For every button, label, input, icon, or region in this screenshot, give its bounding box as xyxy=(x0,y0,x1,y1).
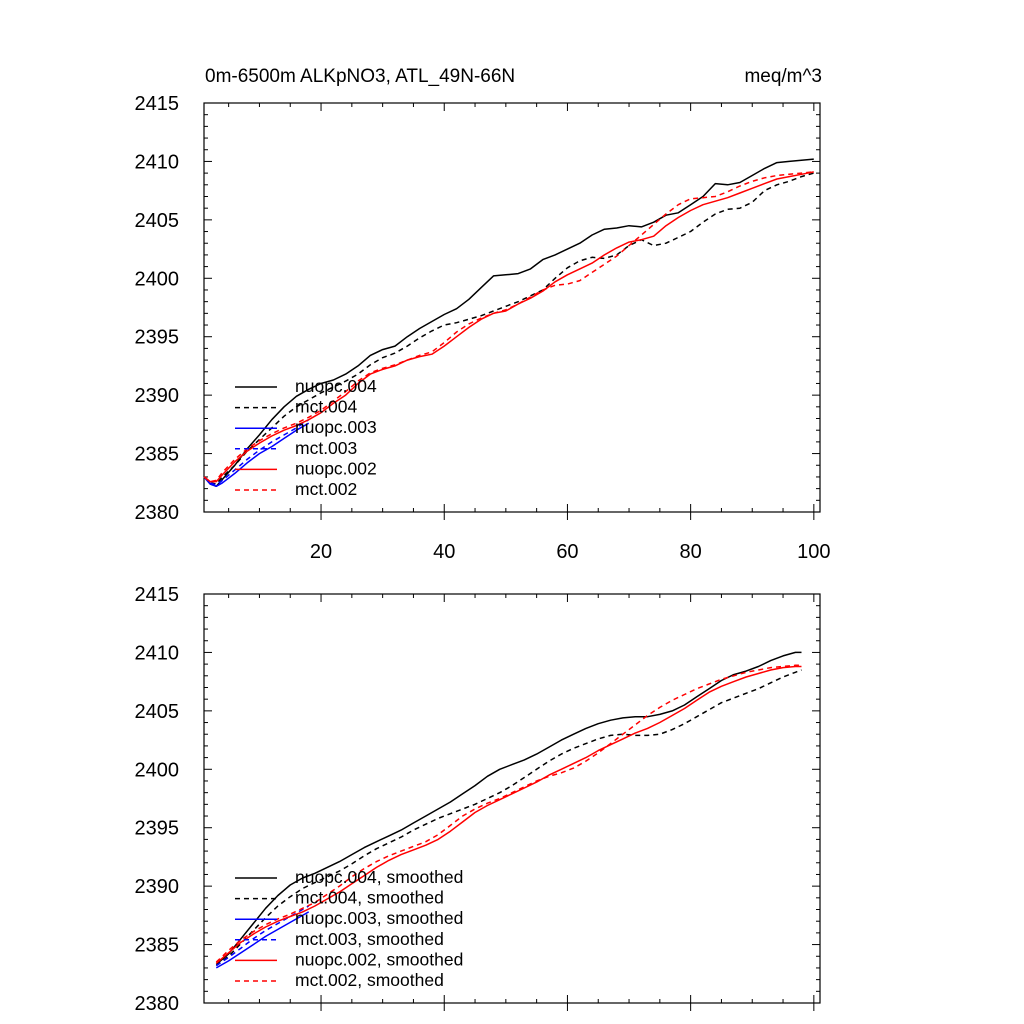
series-line xyxy=(203,172,815,485)
legend-label: nuopc.002 xyxy=(295,458,377,478)
legend-label: nuopc.004, smoothed xyxy=(295,867,463,887)
x-tick-label: 100 xyxy=(797,541,830,563)
x-tick-label: 20 xyxy=(310,541,332,563)
y-tick-label: 2415 xyxy=(135,584,180,606)
series-line xyxy=(203,419,310,486)
y-tick-label: 2415 xyxy=(135,93,180,115)
y-tick-label: 2380 xyxy=(135,993,180,1015)
legend-label: nuopc.003 xyxy=(295,417,377,437)
top-chart-panel: 0m-6500m ALKpNO3, ATL_49N-66N meq/m^3 23… xyxy=(135,66,831,563)
y-tick-label: 2385 xyxy=(135,935,180,957)
series-line xyxy=(215,651,802,965)
y-tick-label: 2400 xyxy=(135,268,180,290)
legend-label: mct.004, smoothed xyxy=(295,888,444,908)
legend-label: nuopc.002, smoothed xyxy=(295,949,463,969)
legend-label: mct.004 xyxy=(295,397,358,417)
bottom-chart-panel: 2380 2385 2390 2395 2400 2405 2410 2415 nuopc.00… xyxy=(135,584,821,1015)
y-tick-label: 2390 xyxy=(135,876,180,898)
series-line xyxy=(215,911,310,969)
y-tick-label: 2380 xyxy=(135,502,180,524)
plot-frame xyxy=(203,102,821,513)
y-tick-label: 2405 xyxy=(135,701,180,723)
y-tick-label: 2395 xyxy=(135,327,180,349)
y-tick-label: 2405 xyxy=(135,210,180,232)
y-tick-label: 2400 xyxy=(135,759,180,781)
y-tick-label: 2390 xyxy=(135,385,180,407)
plot-frame xyxy=(203,593,821,1004)
series-line xyxy=(215,665,802,964)
series-line xyxy=(215,905,310,967)
series-line xyxy=(215,669,802,967)
series-line xyxy=(203,158,814,488)
y-tick-label: 2395 xyxy=(135,818,180,840)
legend-label: mct.002 xyxy=(295,479,357,499)
chart-title: 0m-6500m ALKpNO3, ATL_49N-66N xyxy=(205,66,515,87)
chart-units: meq/m^3 xyxy=(744,66,822,87)
x-tick-label: 80 xyxy=(680,541,702,563)
y-tick-label: 2410 xyxy=(135,151,180,173)
legend-label: mct.003, smoothed xyxy=(295,929,444,949)
legend-label: nuopc.003, smoothed xyxy=(295,908,463,928)
y-tick-label: 2385 xyxy=(135,444,180,466)
series-line xyxy=(203,422,310,488)
series-line xyxy=(215,664,802,963)
x-tick-label: 60 xyxy=(556,541,578,563)
legend-label: nuopc.004 xyxy=(295,376,377,396)
x-tick-label: 40 xyxy=(433,541,455,563)
legend-label: mct.003 xyxy=(295,438,357,458)
legend: nuopc.004mct.004nuopc.003mct.003nuopc.00… xyxy=(235,376,377,499)
series-line xyxy=(203,171,814,483)
legend-label: mct.002, smoothed xyxy=(295,970,444,990)
y-tick-label: 2410 xyxy=(135,642,180,664)
